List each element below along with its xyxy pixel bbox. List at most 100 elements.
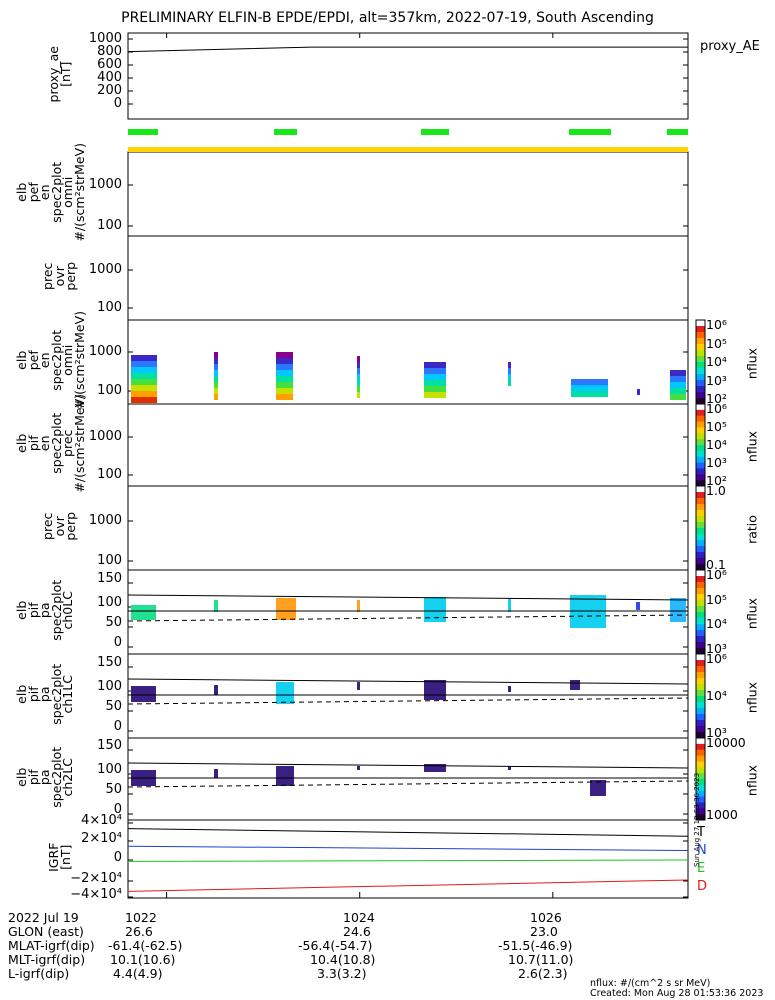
colorbar-segment bbox=[696, 636, 705, 643]
spectrogram-cell bbox=[670, 394, 686, 400]
pa-spectrogram-cell bbox=[508, 686, 511, 692]
colorbar-unit: ratio bbox=[744, 515, 760, 544]
footer-val: 10.4(10.8) bbox=[310, 952, 376, 967]
spectrogram-cell bbox=[131, 367, 157, 373]
spectrogram-cell bbox=[571, 391, 608, 397]
spectrogram-cell bbox=[357, 380, 360, 386]
colorbar-segment bbox=[696, 808, 705, 815]
footer-label: L-igrf(dip) bbox=[8, 966, 70, 981]
y-tick-label: 100 bbox=[97, 553, 122, 568]
colorbar-segment bbox=[696, 648, 705, 655]
colorbar-segment bbox=[696, 796, 705, 803]
y-tick-label: 150 bbox=[97, 738, 122, 753]
colorbar-segment bbox=[696, 492, 705, 499]
spectrogram-cell bbox=[571, 385, 608, 391]
y-tick-label: 150 bbox=[97, 571, 122, 586]
spectrogram-cell bbox=[131, 361, 157, 367]
y-tick-label: 100 bbox=[97, 218, 122, 233]
panel-ylabel: [nT] bbox=[57, 61, 73, 87]
panel-frame-4 bbox=[127, 403, 689, 487]
chart-title: PRELIMINARY ELFIN-B EPDE/EPDI, alt=357km… bbox=[121, 10, 654, 26]
colorbar-segment bbox=[696, 642, 705, 649]
pa-spectrogram-cell bbox=[508, 598, 511, 612]
colorbar-segment bbox=[696, 684, 705, 691]
y-tick-label: −4×10⁴ bbox=[70, 887, 122, 902]
igrf-legend-d: D bbox=[697, 879, 708, 894]
igrf-legend-t: T bbox=[697, 825, 705, 840]
panel-frame-1 bbox=[127, 151, 689, 237]
spectrogram-cell bbox=[357, 356, 360, 362]
colorbar-segment bbox=[696, 702, 705, 709]
footer-note-created: Created: Mon Aug 28 01:53:36 2023 bbox=[590, 988, 764, 999]
colorbar-segment bbox=[696, 773, 705, 780]
colorbar-segment bbox=[696, 433, 705, 440]
pa-reference-line bbox=[127, 594, 689, 601]
colorbar-segment bbox=[696, 540, 705, 547]
footer-val: 23.0 bbox=[530, 924, 558, 939]
spectrogram-cell bbox=[214, 364, 218, 370]
colorbar-segment bbox=[696, 761, 705, 768]
spectrogram-cell bbox=[424, 386, 446, 392]
pa-spectrogram-cell bbox=[276, 598, 296, 620]
colorbar-segment bbox=[696, 732, 705, 739]
igrf-legend-n: N bbox=[697, 843, 707, 858]
y-tick-label: 1000 bbox=[88, 177, 122, 192]
footer-val: -61.4(-62.5) bbox=[108, 938, 183, 953]
colorbar-segment bbox=[696, 362, 705, 369]
side-stamp: Sun Aug 27 18:53:36 2023 bbox=[693, 773, 701, 867]
y-tick-label: 4×10⁴ bbox=[81, 813, 122, 828]
colorbar-segment bbox=[696, 576, 705, 583]
y-tick-label: 1000 bbox=[88, 513, 122, 528]
colorbar-segment bbox=[696, 720, 705, 727]
colorbar-tick-label: 10⁴ bbox=[706, 688, 727, 703]
spectrogram-cell bbox=[670, 370, 686, 376]
spectrogram-cell bbox=[670, 388, 686, 394]
y-tick-label: 400 bbox=[97, 70, 122, 85]
colorbar-segment bbox=[696, 690, 705, 697]
spectrogram-cell bbox=[276, 358, 293, 364]
colorbar-segment bbox=[696, 779, 705, 786]
colorbar-tick-label: 0.1 bbox=[706, 557, 726, 572]
footer-label: GLON (east) bbox=[8, 924, 84, 939]
colorbar-tick-label: 10⁵ bbox=[706, 419, 727, 434]
colorbar-tick-label: 10³ bbox=[706, 641, 727, 656]
pa-spectrogram-cell bbox=[670, 598, 686, 622]
colorbar-segment bbox=[696, 802, 705, 809]
colorbar-tick-label: 10000 bbox=[706, 735, 746, 750]
colorbar-segment bbox=[696, 522, 705, 529]
footer-val: 1024 bbox=[343, 910, 375, 925]
pa-spectrogram-cell bbox=[357, 682, 360, 690]
y-tick-label: 100 bbox=[97, 467, 122, 482]
colorbar-segment bbox=[696, 546, 705, 553]
colorbar-segment bbox=[696, 456, 705, 464]
colorbar-segment bbox=[696, 374, 705, 381]
igrf-line-D bbox=[127, 879, 689, 892]
spectrogram-cell bbox=[276, 394, 293, 400]
spectrogram-cell bbox=[131, 373, 157, 379]
colorbar-tick-label: 10⁵ bbox=[706, 591, 727, 607]
y-tick-label: 0 bbox=[113, 850, 122, 865]
colorbar-segment bbox=[696, 427, 705, 434]
colorbar-segment bbox=[696, 588, 705, 595]
science-zone-bar bbox=[667, 129, 688, 135]
pa-spectrogram-cell bbox=[424, 680, 446, 700]
pa-spectrogram-cell bbox=[508, 766, 511, 770]
colorbar-segment bbox=[696, 450, 705, 458]
spectrogram-cell bbox=[214, 376, 218, 382]
footer-val: -56.4(-54.7) bbox=[298, 938, 373, 953]
spectrogram-cell bbox=[214, 388, 218, 394]
y-tick-label: 200 bbox=[97, 83, 122, 98]
y-tick-label: 800 bbox=[97, 44, 122, 59]
colorbar-segment bbox=[696, 386, 705, 393]
spectrogram-cell bbox=[276, 352, 293, 358]
colorbar-segment bbox=[696, 814, 705, 821]
pa-losscone-line bbox=[127, 697, 689, 705]
colorbar-segment bbox=[696, 749, 705, 757]
colorbar-segment bbox=[696, 624, 705, 631]
colorbar-segment bbox=[696, 368, 705, 375]
spectrogram-cell bbox=[214, 358, 218, 364]
pa-spectrogram-cell bbox=[636, 602, 640, 610]
colorbar-segment bbox=[696, 654, 705, 661]
pa-spectrogram-cell bbox=[276, 766, 294, 786]
